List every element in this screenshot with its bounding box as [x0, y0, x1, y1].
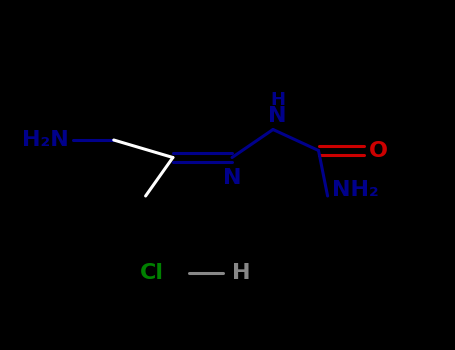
Text: N: N — [268, 106, 287, 126]
Text: H: H — [270, 91, 285, 108]
Text: N: N — [223, 168, 241, 188]
Text: NH₂: NH₂ — [332, 180, 379, 200]
Text: O: O — [369, 140, 388, 161]
Text: H₂N: H₂N — [21, 130, 68, 150]
Text: Cl: Cl — [140, 263, 164, 283]
Text: H: H — [232, 263, 251, 283]
